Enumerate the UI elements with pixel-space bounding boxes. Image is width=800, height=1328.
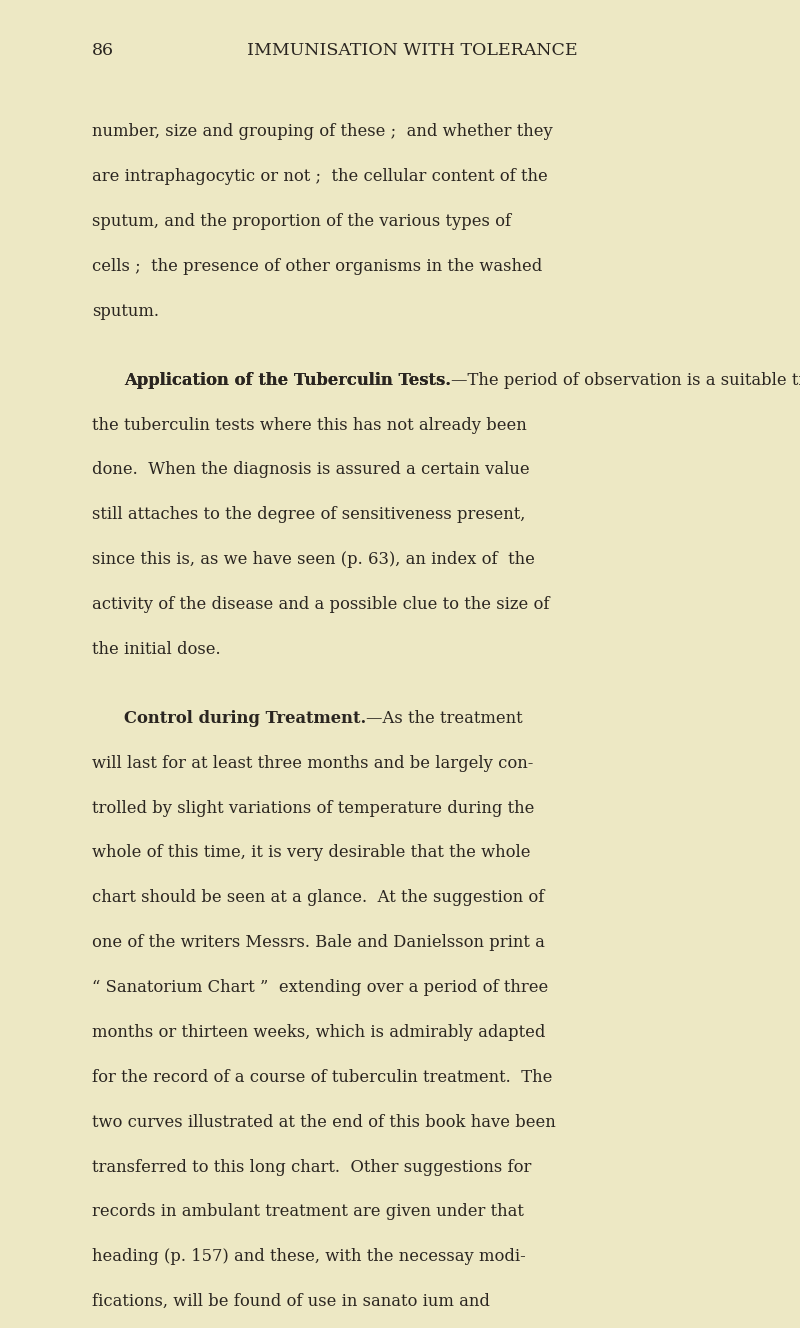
Text: the initial dose.: the initial dose. xyxy=(92,641,221,657)
Text: sputum.: sputum. xyxy=(92,303,159,320)
Text: Control during Treatment.: Control during Treatment. xyxy=(124,709,366,726)
Text: transferred to this long chart.  Other suggestions for: transferred to this long chart. Other su… xyxy=(92,1158,531,1175)
Text: —As the treatment: —As the treatment xyxy=(366,709,523,726)
Text: number, size and grouping of these ;  and whether they: number, size and grouping of these ; and… xyxy=(92,124,553,141)
Text: chart should be seen at a glance.  At the suggestion of: chart should be seen at a glance. At the… xyxy=(92,890,544,906)
Text: —The period of observation is a suitable time for the application of: —The period of observation is a suitable… xyxy=(451,372,800,389)
Text: still attaches to the degree of sensitiveness present,: still attaches to the degree of sensitiv… xyxy=(92,506,526,523)
Text: IMMUNISATION WITH TOLERANCE: IMMUNISATION WITH TOLERANCE xyxy=(246,42,578,60)
Text: sputum, and the proportion of the various types of: sputum, and the proportion of the variou… xyxy=(92,212,511,230)
Text: records in ambulant treatment are given under that: records in ambulant treatment are given … xyxy=(92,1203,524,1220)
Text: Application of the Tuberculin Tests.: Application of the Tuberculin Tests. xyxy=(124,372,451,389)
Text: will last for at least three months and be largely con-: will last for at least three months and … xyxy=(92,754,534,772)
Text: activity of the disease and a possible clue to the size of: activity of the disease and a possible c… xyxy=(92,596,550,614)
Text: two curves illustrated at the end of this book have been: two curves illustrated at the end of thi… xyxy=(92,1114,556,1130)
Text: 86: 86 xyxy=(92,42,114,60)
Text: whole of this time, it is very desirable that the whole: whole of this time, it is very desirable… xyxy=(92,845,530,862)
Text: trolled by slight variations of temperature during the: trolled by slight variations of temperat… xyxy=(92,799,534,817)
Text: the tuberculin tests where this has not already been: the tuberculin tests where this has not … xyxy=(92,417,526,433)
Text: months or thirteen weeks, which is admirably adapted: months or thirteen weeks, which is admir… xyxy=(92,1024,546,1041)
Text: done.  When the diagnosis is assured a certain value: done. When the diagnosis is assured a ce… xyxy=(92,461,530,478)
Text: cells ;  the presence of other organisms in the washed: cells ; the presence of other organisms … xyxy=(92,258,542,275)
Text: for the record of a course of tuberculin treatment.  The: for the record of a course of tuberculin… xyxy=(92,1069,552,1086)
Text: fications, will be found of use in sanato ium and: fications, will be found of use in sanat… xyxy=(92,1293,490,1311)
Text: heading (p. 157) and these, with the necessay modi-: heading (p. 157) and these, with the nec… xyxy=(92,1248,526,1266)
Text: “ Sanatorium Chart ”  extending over a period of three: “ Sanatorium Chart ” extending over a pe… xyxy=(92,979,548,996)
Text: are intraphagocytic or not ;  the cellular content of the: are intraphagocytic or not ; the cellula… xyxy=(92,169,548,185)
Text: Application of the Tuberculin Tests.: Application of the Tuberculin Tests. xyxy=(124,372,451,389)
Text: one of the writers Messrs. Bale and Danielsson print a: one of the writers Messrs. Bale and Dani… xyxy=(92,934,545,951)
Text: since this is, as we have seen (p. 63), an index of  the: since this is, as we have seen (p. 63), … xyxy=(92,551,535,568)
